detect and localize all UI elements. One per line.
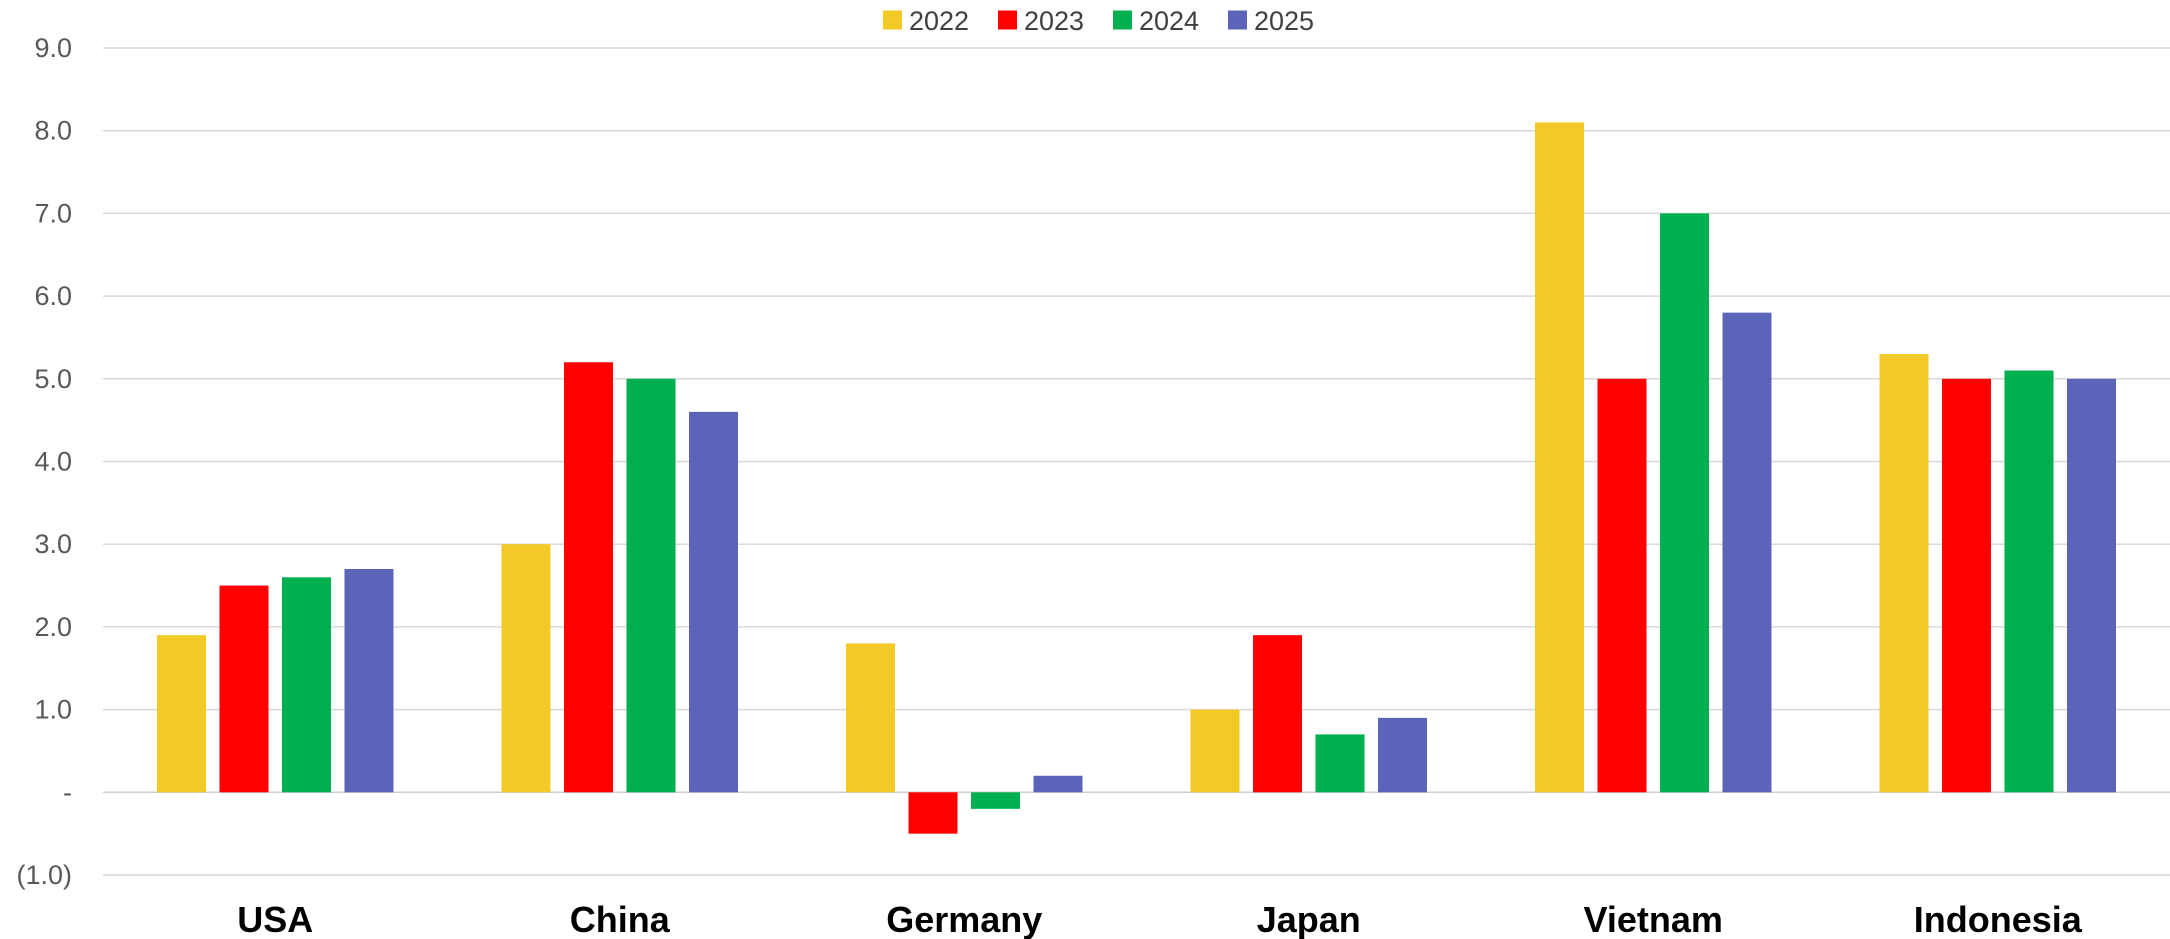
y-tick-label: 6.0 <box>34 281 72 311</box>
legend-swatch-2023 <box>998 10 1017 30</box>
legend-label-2024: 2024 <box>1139 6 1199 36</box>
legend-swatch-2025 <box>1228 10 1247 30</box>
gridlines <box>103 47 2170 876</box>
bar-japan-2022 <box>1190 709 1240 793</box>
y-tick-label: 9.0 <box>34 33 72 63</box>
legend: 2022 2023 2024 2025 <box>883 6 1314 36</box>
bar-indonesia-2022 <box>1879 353 1929 793</box>
bar-vietnam-2025 <box>1722 312 1772 793</box>
x-tick-label-usa: USA <box>237 899 313 939</box>
bar-china-2023 <box>564 362 613 793</box>
y-tick-label: 1.0 <box>34 695 72 725</box>
bar-indonesia-2025 <box>2067 378 2116 793</box>
bars <box>157 122 2116 834</box>
x-tick-label-japan: Japan <box>1257 899 1361 939</box>
bar-china-2022 <box>501 544 551 793</box>
bar-china-2025 <box>689 411 738 793</box>
bar-japan-2025 <box>1378 717 1427 793</box>
x-tick-label-germany: Germany <box>886 899 1042 939</box>
y-tick-label: 7.0 <box>34 198 72 228</box>
bar-vietnam-2022 <box>1535 122 1584 793</box>
bar-germany-2023 <box>908 792 958 834</box>
bar-usa-2023 <box>219 585 269 793</box>
x-tick-label-indonesia: Indonesia <box>1914 899 2083 939</box>
bar-germany-2025 <box>1033 775 1083 793</box>
bar-china-2024 <box>626 378 676 793</box>
bar-usa-2025 <box>344 569 394 793</box>
legend-swatch-2022 <box>883 10 902 30</box>
bar-vietnam-2023 <box>1597 378 1647 793</box>
legend-swatch-2024 <box>1113 10 1132 30</box>
y-tick-label: 8.0 <box>34 116 72 146</box>
bar-usa-2022 <box>157 635 206 793</box>
y-tick-label: 5.0 <box>34 364 72 394</box>
x-axis-ticks: USA China Germany Japan Vietnam Indonesia <box>237 899 2083 939</box>
x-tick-label-vietnam: Vietnam <box>1584 899 1723 939</box>
bar-japan-2024 <box>1315 734 1365 793</box>
y-tick-label: 4.0 <box>34 447 72 477</box>
y-tick-label: - <box>63 777 72 807</box>
y-axis-ticks: 9.0 8.0 7.0 6.0 5.0 4.0 3.0 2.0 1.0 - (1.0) <box>16 33 72 890</box>
bar-indonesia-2023 <box>1942 378 1991 793</box>
y-tick-label: 3.0 <box>34 529 72 559</box>
legend-label-2025: 2025 <box>1254 6 1314 36</box>
bar-japan-2023 <box>1253 635 1302 793</box>
bar-germany-2024 <box>971 792 1020 809</box>
bar-vietnam-2024 <box>1660 213 1709 793</box>
y-tick-label: 2.0 <box>34 612 72 642</box>
bar-germany-2022 <box>846 643 895 793</box>
bar-usa-2024 <box>282 577 331 793</box>
x-tick-label-china: China <box>570 899 671 939</box>
bar-indonesia-2024 <box>2004 370 2054 793</box>
legend-label-2022: 2022 <box>909 6 969 36</box>
legend-label-2023: 2023 <box>1024 6 1084 36</box>
y-tick-label: (1.0) <box>16 860 72 890</box>
